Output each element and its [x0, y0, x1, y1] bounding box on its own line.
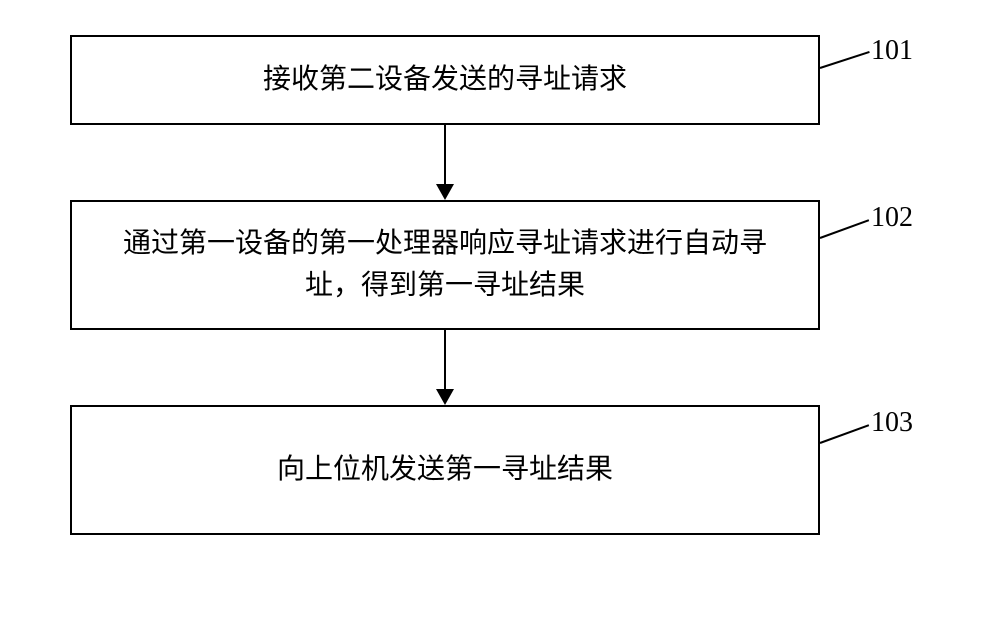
arrow-2 [70, 330, 820, 405]
flowchart-container: 接收第二设备发送的寻址请求 101 通过第一设备的第一处理器响应寻址请求进行自动… [70, 35, 930, 535]
connector-102 [820, 219, 870, 239]
step-text-101: 接收第二设备发送的寻址请求 [263, 59, 627, 101]
arrow-head-icon [436, 389, 454, 405]
step-text-102: 通过第一设备的第一处理器响应寻址请求进行自动寻址，得到第一寻址结果 [102, 223, 788, 307]
step-text-103: 向上位机发送第一寻址结果 [277, 449, 613, 491]
arrow-1 [70, 125, 820, 200]
arrow-line-1 [444, 125, 446, 184]
step-box-103: 向上位机发送第一寻址结果 103 [70, 405, 820, 535]
arrow-head-icon [436, 184, 454, 200]
step-label-102: 102 [871, 202, 913, 234]
connector-103 [820, 424, 870, 444]
arrow-line-2 [444, 330, 446, 389]
step-label-101: 101 [871, 35, 913, 67]
step-box-102: 通过第一设备的第一处理器响应寻址请求进行自动寻址，得到第一寻址结果 102 [70, 200, 820, 330]
step-box-101: 接收第二设备发送的寻址请求 101 [70, 35, 820, 125]
connector-101 [820, 51, 870, 69]
step-label-103: 103 [871, 407, 913, 439]
